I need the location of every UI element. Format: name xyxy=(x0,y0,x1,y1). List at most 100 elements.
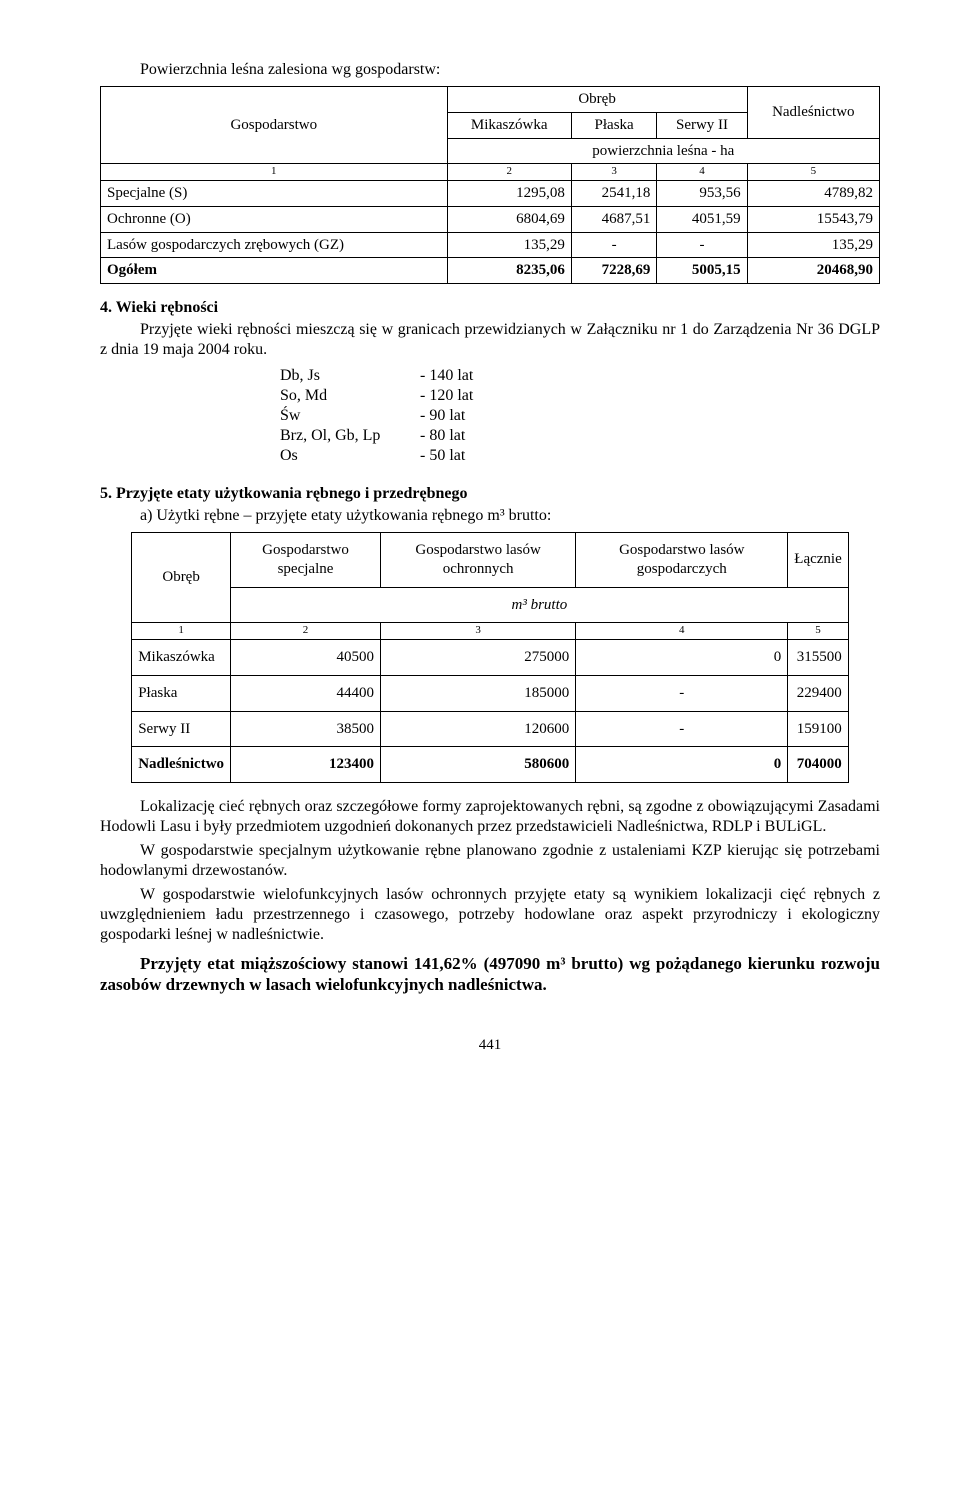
t1-r2-c2: 6804,69 xyxy=(447,206,571,232)
table-row: Mikaszówka 40500 275000 0 315500 xyxy=(132,640,849,676)
species-list: Db, Js- 140 lat So, Md- 120 lat Św- 90 l… xyxy=(280,366,880,466)
t2-r2-c3: 185000 xyxy=(380,675,575,711)
t1-h-pla: Płaska xyxy=(571,112,657,138)
t1-n4: 4 xyxy=(657,164,747,181)
t2-h-unit: m³ brutto xyxy=(231,587,849,623)
sec4-para: Przyjęte wieki rębności mieszczą się w g… xyxy=(100,320,880,360)
t1-tot-c2: 8235,06 xyxy=(447,258,571,284)
page-number: 441 xyxy=(100,1036,880,1055)
t2-n4: 4 xyxy=(576,623,788,640)
t2-total-row: Nadleśnictwo 123400 580600 0 704000 xyxy=(132,747,849,783)
table-row: Ochronne (O) 6804,69 4687,51 4051,59 155… xyxy=(101,206,880,232)
t1-n1: 1 xyxy=(101,164,448,181)
species-row: Brz, Ol, Gb, Lp- 80 lat xyxy=(280,426,880,446)
t1-n3: 3 xyxy=(571,164,657,181)
species-row: Św- 90 lat xyxy=(280,406,880,426)
table-row: Specjalne (S) 1295,08 2541,18 953,56 478… xyxy=(101,181,880,207)
t2-r2-c4: - xyxy=(576,675,788,711)
t1-h-mik: Mikaszówka xyxy=(447,112,571,138)
table-row: Serwy II 38500 120600 - 159100 xyxy=(132,711,849,747)
t2-tot-c4: 0 xyxy=(576,747,788,783)
sec4-title: 4. Wieki rębności xyxy=(100,298,880,318)
t1-r3-c5: 135,29 xyxy=(747,232,879,258)
t2-r1-c5: 315500 xyxy=(788,640,849,676)
t1-h-ser: Serwy II xyxy=(657,112,747,138)
sp-name: Os xyxy=(280,446,420,466)
sp-age: - 50 lat xyxy=(420,446,510,466)
t1-tot-label: Ogółem xyxy=(101,258,448,284)
sp-name: So, Md xyxy=(280,386,420,406)
t2-n2: 2 xyxy=(231,623,381,640)
t1-r3-c3: - xyxy=(571,232,657,258)
para-after-3: W gospodarstwie wielofunkcyjnych lasów o… xyxy=(100,885,880,945)
t1-r2-c4: 4051,59 xyxy=(657,206,747,232)
t2-h-spec: Gospodarstwo specjalne xyxy=(231,533,381,588)
species-row: Os- 50 lat xyxy=(280,446,880,466)
t1-tot-c4: 5005,15 xyxy=(657,258,747,284)
table-row: Lasów gospodarczych zrębowych (GZ) 135,2… xyxy=(101,232,880,258)
t1-num-row: 1 2 3 4 5 xyxy=(101,164,880,181)
species-row: Db, Js- 140 lat xyxy=(280,366,880,386)
t1-r2-c5: 15543,79 xyxy=(747,206,879,232)
t1-tot-c5: 20468,90 xyxy=(747,258,879,284)
t2-n5: 5 xyxy=(788,623,849,640)
t1-h-obreb: Obręb xyxy=(447,87,747,113)
t1-r2-label: Ochronne (O) xyxy=(101,206,448,232)
sp-name: Brz, Ol, Gb, Lp xyxy=(280,426,420,446)
sp-age: - 140 lat xyxy=(420,366,510,386)
t2-n1: 1 xyxy=(132,623,231,640)
t1-r1-c5: 4789,82 xyxy=(747,181,879,207)
t2-r1-c4: 0 xyxy=(576,640,788,676)
t2-tot-c3: 580600 xyxy=(380,747,575,783)
t1-h-gosp: Gospodarstwo xyxy=(101,87,448,164)
t2-h-obreb: Obręb xyxy=(132,533,231,623)
t1-r1-c2: 1295,08 xyxy=(447,181,571,207)
t2-r3-c2: 38500 xyxy=(231,711,381,747)
t2-r2-c2: 44400 xyxy=(231,675,381,711)
table-etaty: Obręb Gospodarstwo specjalne Gospodarstw… xyxy=(131,532,849,783)
t1-r1-c4: 953,56 xyxy=(657,181,747,207)
t1-n2: 2 xyxy=(447,164,571,181)
sp-name: Św xyxy=(280,406,420,426)
t2-r3-label: Serwy II xyxy=(132,711,231,747)
intro-text: Powierzchnia leśna zalesiona wg gospodar… xyxy=(100,60,880,80)
sp-age: - 120 lat xyxy=(420,386,510,406)
sp-age: - 90 lat xyxy=(420,406,510,426)
sec5-sub: a) Użytki rębne – przyjęte etaty użytkow… xyxy=(100,506,880,526)
t2-tot-c5: 704000 xyxy=(788,747,849,783)
t2-r3-c4: - xyxy=(576,711,788,747)
t2-num-row: 1 2 3 4 5 xyxy=(132,623,849,640)
t1-r2-c3: 4687,51 xyxy=(571,206,657,232)
table-forest-area: Gospodarstwo Obręb Nadleśnictwo Mikaszów… xyxy=(100,86,880,284)
t1-n5: 5 xyxy=(747,164,879,181)
t1-tot-c3: 7228,69 xyxy=(571,258,657,284)
t2-tot-c2: 123400 xyxy=(231,747,381,783)
t2-h-ochr: Gospodarstwo lasów ochronnych xyxy=(380,533,575,588)
bold-final: Przyjęty etat miąższościowy stanowi 141,… xyxy=(100,953,880,996)
t2-r1-c3: 275000 xyxy=(380,640,575,676)
t2-r1-label: Mikaszówka xyxy=(132,640,231,676)
sec5-title: 5. Przyjęte etaty użytkowania rębnego i … xyxy=(100,484,880,504)
table-row: Płaska 44400 185000 - 229400 xyxy=(132,675,849,711)
species-row: So, Md- 120 lat xyxy=(280,386,880,406)
t2-h-gosp: Gospodarstwo lasów gospodarczych xyxy=(576,533,788,588)
para-after-2: W gospodarstwie specjalnym użytkowanie r… xyxy=(100,841,880,881)
t2-h-lacz: Łącznie xyxy=(788,533,849,588)
t2-r3-c3: 120600 xyxy=(380,711,575,747)
t2-tot-label: Nadleśnictwo xyxy=(132,747,231,783)
sp-age: - 80 lat xyxy=(420,426,510,446)
t2-n3: 3 xyxy=(380,623,575,640)
t1-r3-c2: 135,29 xyxy=(447,232,571,258)
t2-r2-label: Płaska xyxy=(132,675,231,711)
t1-total-row: Ogółem 8235,06 7228,69 5005,15 20468,90 xyxy=(101,258,880,284)
t2-r2-c5: 229400 xyxy=(788,675,849,711)
t1-r3-label: Lasów gospodarczych zrębowych (GZ) xyxy=(101,232,448,258)
t1-r1-label: Specjalne (S) xyxy=(101,181,448,207)
sp-name: Db, Js xyxy=(280,366,420,386)
t1-r1-c3: 2541,18 xyxy=(571,181,657,207)
t2-r1-c2: 40500 xyxy=(231,640,381,676)
t1-h-nad: Nadleśnictwo xyxy=(747,87,879,139)
t2-r3-c5: 159100 xyxy=(788,711,849,747)
para-after-1: Lokalizację cieć rębnych oraz szczegółow… xyxy=(100,797,880,837)
t1-r3-c4: - xyxy=(657,232,747,258)
